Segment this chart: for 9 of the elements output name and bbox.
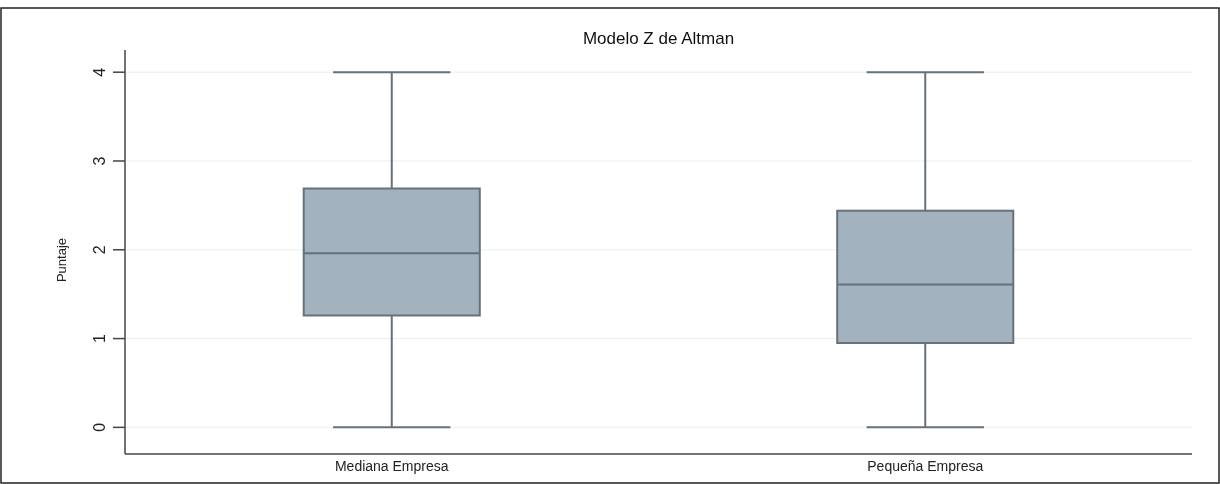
- y-tick-label: 0: [91, 422, 108, 432]
- chart-title: Modelo Z de Altman: [582, 29, 735, 48]
- y-tick-label: 4: [91, 67, 108, 77]
- x-tick-label: Pequeña Empresa: [867, 458, 984, 474]
- y-tick-label: 3: [91, 156, 108, 166]
- y-axis-title: Puntaje: [54, 237, 69, 283]
- y-tick-label: 2: [91, 245, 108, 255]
- x-tick-label: Mediana Empresa: [334, 458, 449, 474]
- y-tick-label: 1: [91, 334, 108, 344]
